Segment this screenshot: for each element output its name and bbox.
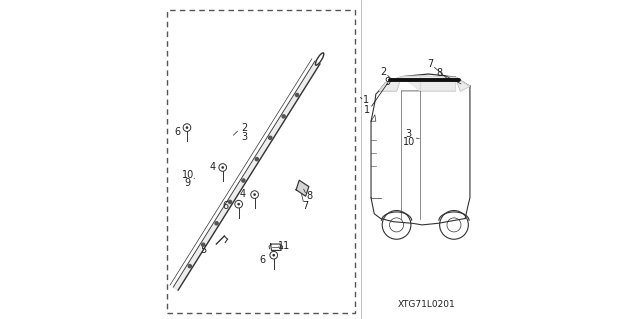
Circle shape xyxy=(188,264,191,268)
Circle shape xyxy=(215,222,218,225)
Polygon shape xyxy=(379,77,401,91)
Text: 6: 6 xyxy=(222,201,228,211)
Circle shape xyxy=(282,115,285,118)
Text: 4: 4 xyxy=(240,189,246,199)
Circle shape xyxy=(253,193,256,196)
Circle shape xyxy=(228,200,232,204)
Text: 9: 9 xyxy=(384,77,390,87)
Circle shape xyxy=(186,126,188,129)
Circle shape xyxy=(242,179,245,182)
Text: 1: 1 xyxy=(364,105,370,115)
Circle shape xyxy=(221,166,224,169)
Circle shape xyxy=(202,243,205,246)
Polygon shape xyxy=(296,180,309,196)
Circle shape xyxy=(296,93,299,97)
Text: 10: 10 xyxy=(182,170,194,181)
Text: 11: 11 xyxy=(278,241,291,251)
Text: 5: 5 xyxy=(200,245,207,256)
Text: 8: 8 xyxy=(307,191,313,201)
Circle shape xyxy=(273,254,275,256)
Text: 7: 7 xyxy=(303,201,308,211)
Polygon shape xyxy=(173,61,320,290)
Polygon shape xyxy=(401,76,420,91)
Text: 8: 8 xyxy=(436,68,442,78)
Text: 3: 3 xyxy=(406,129,412,139)
Text: 3: 3 xyxy=(241,131,247,142)
Text: XTG71L0201: XTG71L0201 xyxy=(398,300,456,309)
Text: 2: 2 xyxy=(380,67,387,77)
Polygon shape xyxy=(420,76,456,91)
Text: 4: 4 xyxy=(209,162,215,173)
Text: 2: 2 xyxy=(241,122,247,133)
Circle shape xyxy=(269,136,272,139)
Text: 10: 10 xyxy=(403,137,415,147)
Text: 9: 9 xyxy=(184,178,191,189)
Text: 7: 7 xyxy=(427,59,433,69)
Circle shape xyxy=(255,158,259,161)
Text: 6: 6 xyxy=(174,127,180,137)
Circle shape xyxy=(237,203,240,205)
Polygon shape xyxy=(456,77,470,91)
Text: 6: 6 xyxy=(259,255,265,265)
Text: 1: 1 xyxy=(363,95,369,106)
